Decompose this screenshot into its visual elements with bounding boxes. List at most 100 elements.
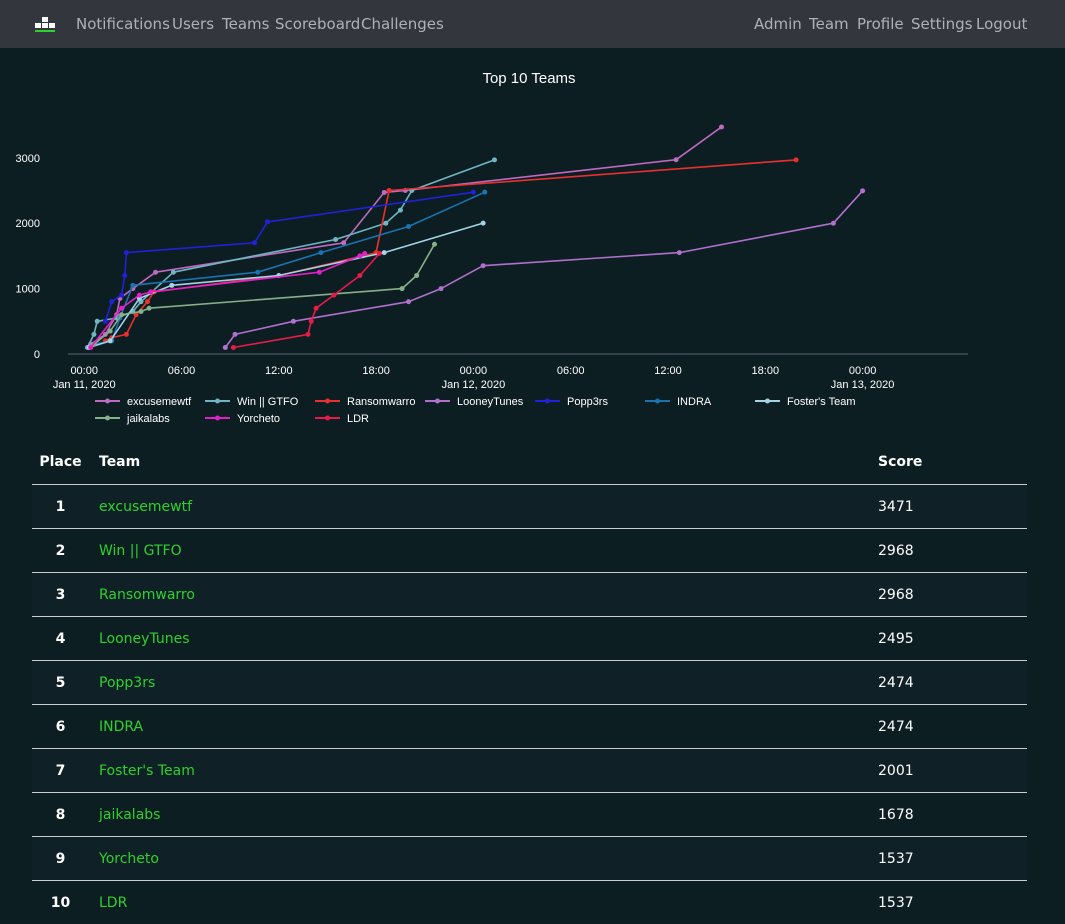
nav-admin[interactable]: Admin <box>754 15 802 33</box>
nav-scoreboard[interactable]: Scoreboard <box>275 15 361 33</box>
header-team: Team <box>99 454 141 470</box>
team-link[interactable]: Win || GTFO <box>99 542 182 559</box>
table-row: 10 LDR 1537 <box>32 880 1027 924</box>
legend-item: LDR <box>315 413 369 425</box>
header-score: Score <box>878 454 923 470</box>
team-link[interactable]: excusemewtf <box>99 498 193 515</box>
series-looneytunes <box>222 188 866 350</box>
table-row: 4 LooneyTunes 2495 <box>32 616 1027 661</box>
data-point <box>308 318 314 324</box>
data-point <box>102 318 108 324</box>
data-point <box>676 250 682 256</box>
data-point <box>107 338 113 344</box>
data-point <box>406 299 412 305</box>
x-tick-label: 12:00 <box>654 365 682 377</box>
row-score: 1537 <box>878 894 914 911</box>
table-header-row: Place Team Score <box>32 440 1027 485</box>
data-point <box>383 220 389 226</box>
data-point <box>138 308 144 314</box>
row-score: 2968 <box>878 542 914 559</box>
legend-swatch-marker <box>435 398 440 404</box>
data-point <box>357 273 363 279</box>
legend-swatch-marker <box>215 398 220 404</box>
team-link[interactable]: Foster's Team <box>99 762 195 779</box>
x-tick-label: 00:00 <box>849 365 877 377</box>
data-point <box>107 328 113 334</box>
chart-series <box>84 124 866 350</box>
data-point <box>376 250 382 256</box>
table-row: 9 Yorcheto 1537 <box>32 836 1027 881</box>
x-tick-label: 06:00 <box>557 365 585 377</box>
legend-label: LDR <box>347 413 369 425</box>
data-point <box>860 188 866 194</box>
legend-item: Foster's Team <box>755 396 856 408</box>
team-link[interactable]: jaikalabs <box>99 806 161 823</box>
data-point <box>438 286 444 292</box>
data-point <box>431 241 437 247</box>
legend-label: excusemewtf <box>127 396 192 408</box>
data-point <box>414 273 420 279</box>
data-point <box>362 250 368 256</box>
legend-item: LooneyTunes <box>425 396 524 408</box>
team-link[interactable]: LDR <box>99 894 128 911</box>
row-score: 2495 <box>878 630 914 647</box>
data-point <box>130 282 136 288</box>
data-point <box>331 292 337 298</box>
x-tick-date-label: Jan 13, 2020 <box>831 379 895 391</box>
nav-users[interactable]: Users <box>172 15 215 33</box>
data-point <box>386 187 392 193</box>
data-point <box>122 273 128 279</box>
data-point <box>333 237 339 243</box>
legend-swatch-marker <box>765 398 770 404</box>
data-point <box>146 305 152 311</box>
nav-profile[interactable]: Profile <box>857 15 904 33</box>
team-link[interactable]: LooneyTunes <box>99 630 190 647</box>
nav-notifications[interactable]: Notifications <box>76 15 170 33</box>
score-chart: Top 10 Teams 0 1000 2000 3000 00:00 Jan 11, 2… <box>16 70 968 425</box>
team-link[interactable]: Yorcheto <box>99 850 159 867</box>
x-tick-date-label: Jan 12, 2020 <box>442 379 506 391</box>
nav-logout[interactable]: Logout <box>976 15 1028 33</box>
data-point <box>222 344 228 350</box>
legend-item: jaikalabs <box>95 413 170 425</box>
x-tick-label: 00:00 <box>460 365 488 377</box>
data-point <box>480 263 486 269</box>
data-point <box>381 189 387 195</box>
data-point <box>406 223 412 229</box>
data-point <box>305 331 311 337</box>
series-foster-s-team <box>86 220 486 350</box>
legend-label: Win || GTFO <box>237 396 299 408</box>
data-point <box>136 292 142 298</box>
series-indra <box>91 189 488 347</box>
row-place: 8 <box>55 806 66 823</box>
nav-teams[interactable]: Teams <box>222 15 270 33</box>
team-link[interactable]: INDRA <box>99 718 144 735</box>
data-point <box>719 124 725 130</box>
team-link[interactable]: Ransomwarro <box>99 586 195 603</box>
legend-item: Popp3rs <box>535 396 608 408</box>
ctf-logo-icon[interactable] <box>34 14 56 34</box>
data-point <box>119 305 125 311</box>
legend-item: excusemewtf <box>95 396 192 408</box>
nav-team[interactable]: Team <box>809 15 849 33</box>
data-point <box>123 250 129 256</box>
team-link[interactable]: Popp3rs <box>99 674 156 691</box>
data-point <box>255 269 261 275</box>
data-point <box>313 305 319 311</box>
series-jaikalabs <box>91 241 437 347</box>
data-point <box>123 331 129 337</box>
data-point <box>232 331 238 337</box>
data-point <box>290 318 296 324</box>
y-tick-label: 3000 <box>16 153 40 165</box>
data-point <box>491 157 497 163</box>
row-place: 3 <box>55 586 66 603</box>
nav-settings[interactable]: Settings <box>911 15 973 33</box>
row-place: 10 <box>50 894 71 911</box>
nav-challenges[interactable]: Challenges <box>361 15 444 33</box>
chart-title: Top 10 Teams <box>482 70 575 87</box>
legend-label: LooneyTunes <box>457 396 524 408</box>
table-row: 3 Ransomwarro 2968 <box>32 572 1027 617</box>
data-point <box>148 289 154 295</box>
legend-swatch-marker <box>325 415 330 421</box>
data-point <box>397 207 403 213</box>
